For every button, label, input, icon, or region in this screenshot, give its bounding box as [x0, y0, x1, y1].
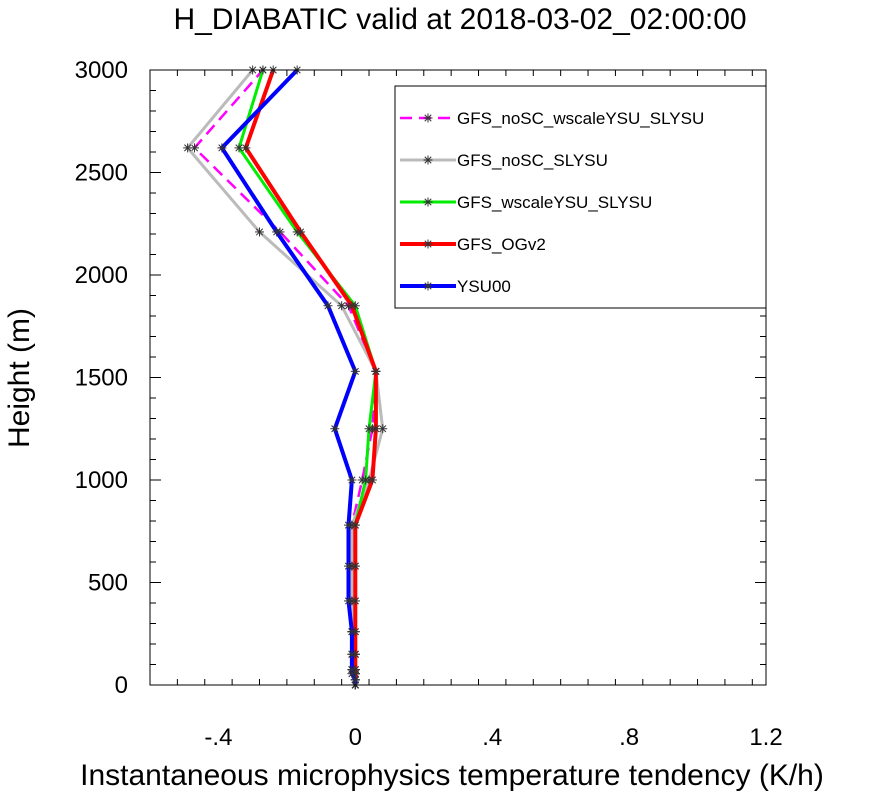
series-5-point	[347, 627, 357, 637]
series-4-point	[347, 301, 357, 311]
series-lines	[183, 65, 388, 690]
series-5-point	[272, 227, 282, 237]
series-4-point	[367, 475, 377, 485]
x-tick-label: .4	[482, 724, 502, 751]
y-tick-label: 3000	[75, 57, 128, 84]
y-tick-label: 2000	[75, 262, 128, 289]
series-5-point	[343, 596, 353, 606]
legend-marker-3	[423, 197, 433, 207]
legend-box	[394, 85, 767, 309]
series-4-point	[371, 424, 381, 434]
series-3-point	[234, 143, 244, 153]
y-tick-label: 500	[88, 570, 128, 597]
x-tick-label: .8	[619, 724, 639, 751]
plot-frame	[149, 69, 767, 686]
axis-ticks: -.4 0 .4 .8 1.2 0 500 1000 1500 2000 2500 3000	[75, 57, 783, 751]
legend-marker-4	[423, 239, 433, 249]
y-tick-label: 1500	[75, 365, 128, 392]
x-tick-label: -.4	[204, 724, 232, 751]
legend: GFS_noSC_wscaleYSU_SLYSU GFS_noSC_SLYSU GF…	[394, 85, 767, 309]
legend-label-4: GFS_OGv2	[457, 235, 546, 254]
series-5-point	[350, 675, 360, 685]
legend-marker-1	[423, 113, 433, 123]
series-5-point	[343, 561, 353, 571]
x-tick-label: 0	[349, 724, 362, 751]
y-tick-label: 1000	[75, 467, 128, 494]
legend-marker-2	[423, 155, 433, 165]
series-4-point	[371, 366, 381, 376]
legend-label-3: GFS_wscaleYSU_SLYSU	[457, 193, 652, 212]
legend-label-5: YSU00	[457, 277, 511, 296]
series-5-point	[347, 475, 357, 485]
series-2-point	[255, 227, 265, 237]
y-axis-label: Height (m)	[3, 308, 36, 448]
series-2-point	[337, 301, 347, 311]
x-tick-label: 1.2	[749, 724, 782, 751]
series-4-point	[241, 143, 251, 153]
series-5-point	[347, 649, 357, 659]
series-5-point	[323, 301, 333, 311]
series-5-point	[217, 143, 227, 153]
y-tick-label: 0	[115, 672, 128, 699]
legend-label-1: GFS_noSC_wscaleYSU_SLYSU	[457, 109, 704, 128]
series-5-point	[347, 665, 357, 675]
legend-marker-5	[423, 281, 433, 291]
series-2-point	[183, 143, 193, 153]
chart-title: H_DIABATIC valid at 2018-03-02_02:00:00	[173, 3, 746, 36]
series-line-4	[243, 69, 378, 685]
series-3-point	[364, 424, 374, 434]
series-5-point	[350, 366, 360, 376]
series-5-point	[330, 424, 340, 434]
series-5-point	[343, 520, 353, 530]
series-line-5	[219, 68, 358, 685]
y-tick-label: 2500	[75, 160, 128, 187]
legend-label-2: GFS_noSC_SLYSU	[457, 151, 608, 170]
series-4-point	[296, 227, 306, 237]
x-axis-label: Instantaneous microphysics temperature t…	[80, 759, 824, 792]
